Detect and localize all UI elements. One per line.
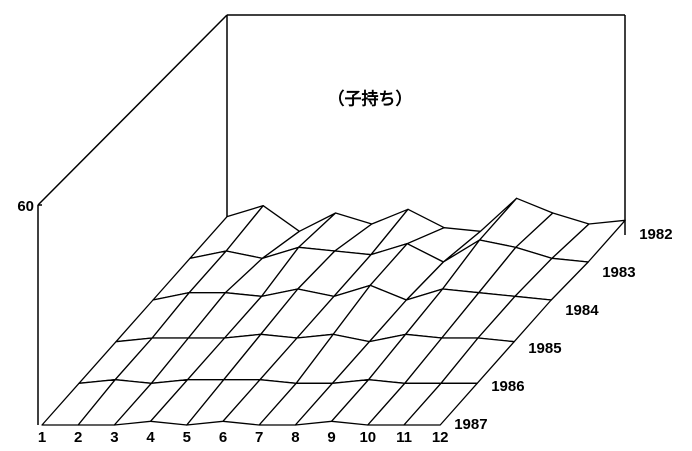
x-tick-label: 2	[74, 429, 82, 446]
x-tick-label: 9	[327, 429, 335, 446]
walls	[37, 14, 626, 425]
surface-cell	[403, 382, 478, 426]
x-tick-label: 1	[38, 429, 46, 446]
x-tick-label: 8	[291, 429, 299, 446]
x-tick-label: 4	[146, 429, 155, 446]
x-tick-label: 6	[219, 429, 227, 446]
x-tick-label: 5	[183, 429, 191, 446]
legend-label: 1982	[639, 226, 672, 243]
x-tick-label: 7	[255, 429, 263, 446]
z-tick-label: 60	[17, 198, 34, 215]
x-tick-label: 3	[110, 429, 118, 446]
legend-label: 1987	[454, 416, 487, 433]
legend-label: 1986	[491, 378, 524, 395]
legend-label: 1984	[565, 302, 599, 319]
side-wall-top	[37, 14, 228, 206]
chart-title: （子持ち）	[328, 88, 413, 108]
x-tick-label: 12	[432, 429, 449, 446]
legend-label: 1983	[602, 264, 635, 281]
x-tick-label: 11	[396, 429, 412, 446]
x-tick-label: 10	[359, 429, 376, 446]
legend-label: 1985	[528, 340, 561, 357]
